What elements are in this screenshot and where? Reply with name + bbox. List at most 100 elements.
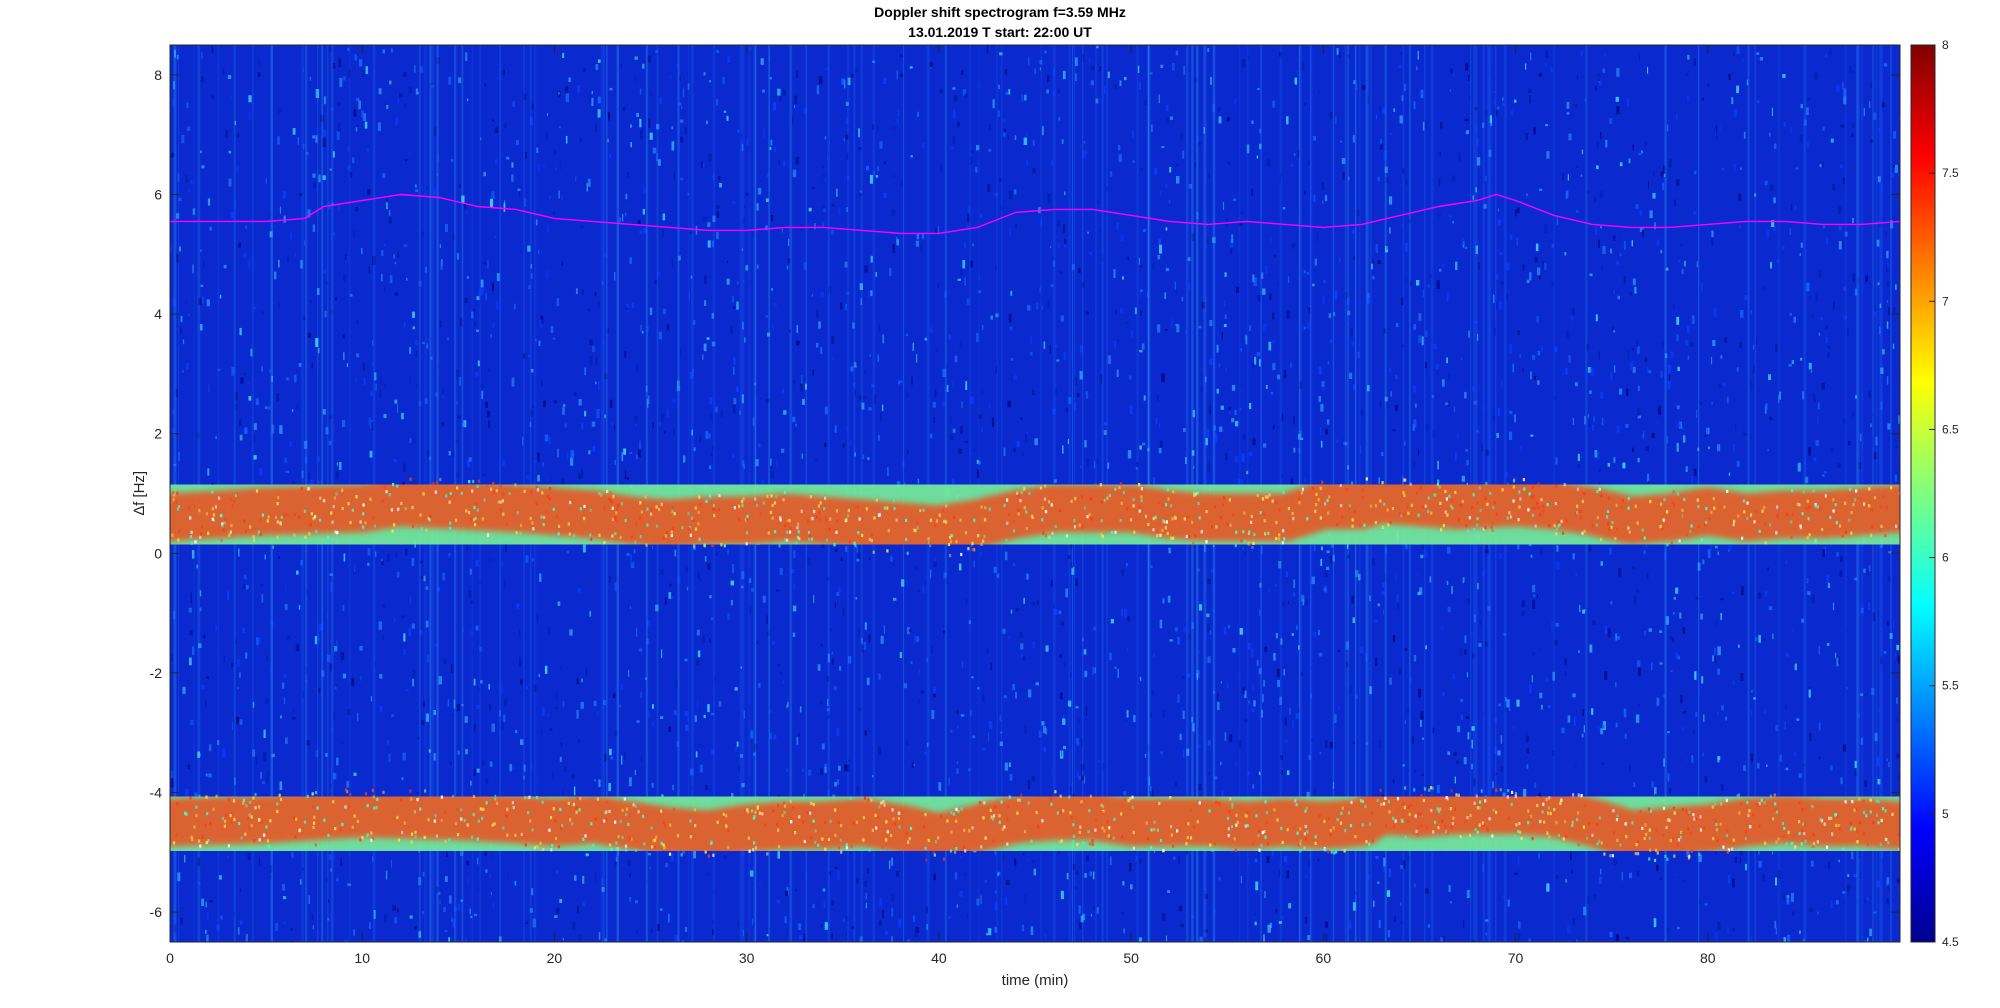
noise-speck <box>744 205 746 209</box>
noise-speck <box>1838 226 1842 230</box>
noise-speck <box>662 229 664 237</box>
band-speck <box>1801 512 1804 516</box>
noise-speck <box>303 67 305 73</box>
band-speck <box>614 517 618 522</box>
band-speck <box>689 533 692 537</box>
noise-speck <box>752 231 756 237</box>
noise-speck <box>1032 168 1036 173</box>
noise-speck <box>1732 680 1735 685</box>
noise-speck <box>1005 91 1009 95</box>
noise-speck <box>385 194 388 202</box>
noise-speck <box>1580 174 1583 177</box>
noise-speck <box>1836 84 1840 92</box>
noise-speck <box>309 76 311 81</box>
noise-speck <box>539 319 543 328</box>
noise-speck <box>1272 312 1275 320</box>
noise-speck <box>961 70 964 75</box>
noise-speck <box>869 354 871 357</box>
noise-speck <box>1300 671 1303 676</box>
band-speck <box>1119 519 1122 523</box>
noise-speck <box>580 225 584 228</box>
band-speck <box>1802 490 1805 494</box>
noise-speck <box>1425 645 1427 650</box>
band-speck <box>914 529 917 533</box>
noise-speck <box>1050 159 1054 165</box>
noise-speck <box>1604 53 1606 58</box>
noise-speck <box>185 300 187 305</box>
band-speck <box>795 541 798 545</box>
noise-speck <box>1384 177 1388 183</box>
noise-speck <box>844 261 848 268</box>
noise-speck <box>1736 367 1739 372</box>
noise-speck <box>978 276 981 280</box>
band-speck <box>1213 505 1217 509</box>
noise-speck <box>345 253 347 260</box>
noise-speck <box>853 362 857 368</box>
noise-speck <box>1493 294 1495 304</box>
noise-speck <box>1636 341 1638 348</box>
noise-speck <box>332 232 336 236</box>
noise-speck <box>1739 341 1742 348</box>
band-speck <box>1264 495 1267 499</box>
noise-speck <box>1886 250 1889 259</box>
noise-speck <box>1297 150 1300 158</box>
noise-speck <box>677 252 681 256</box>
band-speck <box>782 498 785 502</box>
band-speck <box>1193 493 1196 498</box>
noise-speck <box>1464 118 1469 122</box>
noise-speck <box>1338 649 1341 652</box>
band-speck <box>1814 538 1817 542</box>
noise-speck <box>1270 238 1272 243</box>
noise-speck <box>359 646 363 651</box>
noise-speck <box>1497 208 1500 212</box>
noise-speck <box>1207 172 1211 179</box>
noise-speck <box>920 690 924 694</box>
noise-speck <box>1795 167 1799 170</box>
noise-speck <box>1114 666 1117 670</box>
noise-speck <box>1879 303 1882 308</box>
noise-speck <box>347 146 350 151</box>
noise-speck <box>1139 349 1143 353</box>
noise-speck <box>231 366 235 376</box>
noise-speck <box>794 105 796 109</box>
noise-speck <box>1134 307 1137 315</box>
noise-speck <box>1175 163 1179 167</box>
band-speck <box>1713 506 1716 510</box>
noise-speck <box>957 278 961 281</box>
noise-speck <box>269 369 271 374</box>
noise-speck <box>995 313 999 318</box>
band-speck <box>505 522 508 526</box>
noise-speck <box>1676 316 1680 325</box>
band-speck <box>1387 523 1390 527</box>
noise-speck <box>766 173 769 178</box>
noise-speck <box>1696 261 1698 268</box>
noise-speck <box>1393 108 1396 112</box>
noise-speck <box>952 380 954 388</box>
noise-speck <box>1632 144 1634 151</box>
noise-speck <box>366 148 369 152</box>
noise-speck <box>348 68 351 78</box>
band-speck <box>448 493 451 497</box>
band-speck <box>404 507 407 511</box>
band-speck <box>420 527 423 531</box>
noise-speck <box>1733 51 1735 57</box>
band-speck <box>1196 491 1199 495</box>
band-speck <box>1855 489 1858 493</box>
noise-speck <box>1234 97 1236 105</box>
noise-speck <box>1032 140 1035 146</box>
noise-speck <box>1581 149 1584 155</box>
noise-speck <box>495 159 498 164</box>
band-speck <box>1194 492 1197 496</box>
band-speck <box>1534 524 1537 528</box>
band-speck <box>1749 513 1753 517</box>
noise-speck <box>577 85 580 93</box>
noise-speck <box>630 124 632 128</box>
band-speck <box>1164 526 1167 530</box>
band-speck <box>499 484 502 489</box>
noise-speck <box>403 649 406 655</box>
noise-speck <box>1168 199 1171 204</box>
noise-speck <box>492 119 494 122</box>
noise-speck <box>866 677 870 686</box>
noise-speck <box>998 110 1000 117</box>
noise-speck <box>609 153 612 159</box>
